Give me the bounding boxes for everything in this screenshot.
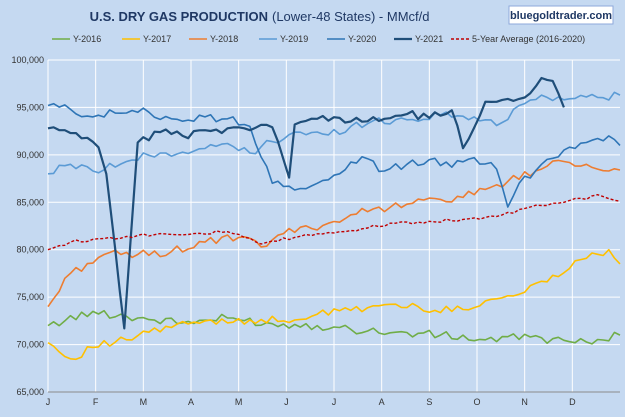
y-tick-label: 80,000: [16, 245, 44, 255]
x-tick-label: A: [188, 397, 194, 407]
x-tick-label: J: [332, 397, 337, 407]
series-line-5-year-average-2016-2020: [47, 194, 621, 251]
axes: 65,000 70,000 75,000 80,000 85,000 90,000 95,0…: [11, 55, 620, 407]
series-line-y-2021: [47, 76, 565, 330]
legend: Y-2016 Y-2017 Y-2018 Y-2019 Y-2020 Y-2021 5-Ye…: [52, 34, 585, 44]
x-tick-label: F: [93, 397, 99, 407]
y-tick-label: 65,000: [16, 387, 44, 397]
y-tick-label: 70,000: [16, 340, 44, 350]
x-tick-label: O: [473, 397, 480, 407]
title-subtitle: (Lower-48 States) - MMcf/d: [272, 9, 430, 24]
legend-label: Y-2016: [73, 34, 101, 44]
chart-title: U.S. DRY GAS PRODUCTION (Lower-48 States…: [90, 9, 430, 24]
x-tick-label: J: [46, 397, 51, 407]
x-tick-label: S: [426, 397, 432, 407]
legend-label: Y-2018: [210, 34, 238, 44]
x-tick-label: A: [379, 397, 385, 407]
legend-label: Y-2019: [280, 34, 308, 44]
y-tick-label: 95,000: [16, 102, 44, 112]
legend-label: 5-Year Average (2016-2020): [472, 34, 585, 44]
y-tick-label: 100,000: [11, 55, 44, 65]
x-tick-label: J: [284, 397, 289, 407]
watermark-text: bluegoldtrader.com: [510, 10, 612, 22]
series-line-y-2016: [47, 309, 621, 345]
series-line-y-2019: [47, 91, 621, 175]
series-layer: [47, 76, 621, 361]
legend-label: Y-2020: [348, 34, 376, 44]
grid: [47, 59, 620, 393]
series-line-y-2020: [47, 102, 621, 208]
x-tick-label: M: [235, 397, 243, 407]
series-line-y-2018: [47, 159, 621, 308]
y-tick-label: 90,000: [16, 150, 44, 160]
x-tick-label: D: [569, 397, 576, 407]
legend-label: Y-2017: [143, 34, 171, 44]
x-tick-label: N: [521, 397, 528, 407]
watermark-box: bluegoldtrader.com: [508, 5, 614, 25]
y-tick-label: 85,000: [16, 197, 44, 207]
y-tick-label: 75,000: [16, 292, 44, 302]
series-line-y-2017: [47, 248, 621, 361]
x-tick-label: M: [140, 397, 148, 407]
legend-label: Y-2021: [415, 34, 443, 44]
title-main: U.S. DRY GAS PRODUCTION: [90, 9, 268, 24]
